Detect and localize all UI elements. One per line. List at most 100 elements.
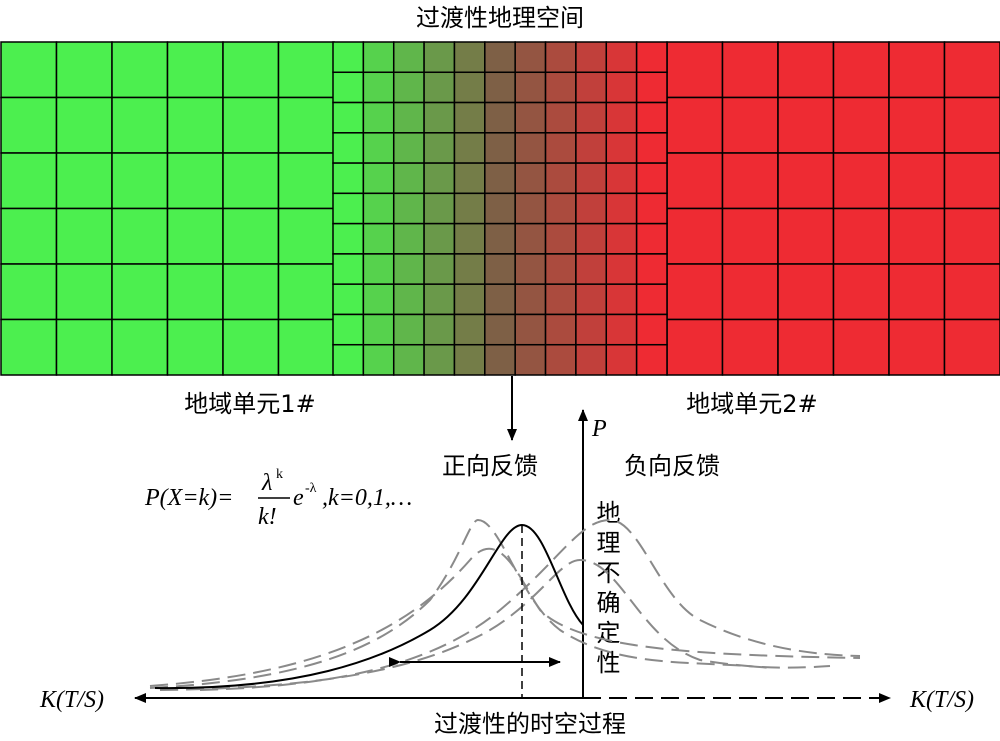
grid-cell <box>423 162 456 195</box>
grid-cell <box>166 152 224 210</box>
grid-cell <box>166 96 224 154</box>
grid-cell <box>362 101 395 134</box>
grid-cell <box>453 41 486 74</box>
grid-cell <box>888 263 946 321</box>
grid-cell <box>0 96 58 154</box>
grid-cell <box>484 192 516 225</box>
grid-cell <box>0 207 58 265</box>
grid-cell <box>332 222 365 255</box>
p-axis-label: P <box>591 416 607 442</box>
grid-cell <box>484 71 516 104</box>
grid-cell <box>423 132 456 164</box>
grid-cell <box>544 253 577 285</box>
feedback-label: 负向反馈 <box>624 452 720 480</box>
grid-cell <box>55 96 113 154</box>
grid-cell <box>888 41 946 99</box>
grid-cell <box>166 207 224 265</box>
grid-cell <box>332 41 365 74</box>
grid-cell <box>423 313 456 346</box>
grid-cell <box>453 222 486 255</box>
feedback-label: 正向反馈 <box>442 452 538 480</box>
grid-cell <box>55 41 113 99</box>
grid-cell <box>332 192 365 225</box>
grid-cell <box>423 192 456 225</box>
grid-cell <box>635 313 668 346</box>
grid-cell <box>484 162 516 195</box>
grid-cell <box>544 71 577 104</box>
grid-cell <box>222 207 280 265</box>
grid-cell <box>544 283 577 316</box>
grid-cell <box>362 283 395 316</box>
grid-cell <box>943 263 1000 321</box>
grid-cell <box>111 152 169 210</box>
grid-cell <box>605 101 638 134</box>
grid-cell <box>605 71 638 104</box>
grid-cell <box>721 207 779 265</box>
grid-cell <box>0 263 58 321</box>
grid-cell <box>888 152 946 210</box>
grid-cell <box>453 253 486 285</box>
grid-cell <box>544 132 577 164</box>
grid-cell <box>453 283 486 316</box>
grid-cell <box>392 162 425 195</box>
grid-cell <box>575 162 608 195</box>
grid-cell <box>453 132 486 164</box>
grid-cell <box>888 207 946 265</box>
dashed-curves <box>149 518 861 691</box>
k-axis-label: K(T/S) <box>39 687 104 713</box>
grid-cell <box>484 132 516 164</box>
region-label: 地域单元2# <box>686 390 817 418</box>
grid-cell <box>362 162 395 195</box>
grid-cell <box>721 263 779 321</box>
grid-cell <box>277 96 335 154</box>
grid-cell <box>777 263 835 321</box>
solid-curve <box>154 523 584 690</box>
grid-cell <box>453 343 486 376</box>
grid-cell <box>777 207 835 265</box>
grid-cell <box>332 283 365 316</box>
grid-cell <box>423 283 456 316</box>
grid-cell <box>575 313 608 346</box>
formula-exponent: -λ <box>305 481 317 496</box>
grid-cell <box>332 253 365 285</box>
grid-cell <box>721 318 779 376</box>
grid-cell <box>721 152 779 210</box>
grid-cell <box>575 343 608 376</box>
grid-cell <box>721 41 779 99</box>
grid-cell <box>832 263 890 321</box>
grid-cell <box>666 41 724 99</box>
grid-cell <box>423 253 456 285</box>
grid-cell <box>514 101 547 134</box>
formula-rest: ,k=0,1,… <box>322 485 412 511</box>
grid-cell <box>666 318 724 376</box>
grid-cell <box>666 152 724 210</box>
grid-cell <box>943 96 1000 154</box>
grid-cell <box>332 132 365 164</box>
grid-cell <box>721 96 779 154</box>
grid-cell <box>0 41 58 99</box>
grid-cell <box>484 101 516 134</box>
grid-cell <box>575 71 608 104</box>
grid-cell <box>666 96 724 154</box>
grid-cell <box>484 283 516 316</box>
grid-cell <box>635 283 668 316</box>
grid-cell <box>605 41 638 74</box>
grid-cell <box>484 41 516 74</box>
grid-cell <box>55 152 113 210</box>
grid-cell <box>277 152 335 210</box>
grid-cell <box>605 343 638 376</box>
grid-cell <box>453 71 486 104</box>
grid-cell <box>605 162 638 195</box>
grid-cell <box>392 101 425 134</box>
grid-cell <box>635 253 668 285</box>
grid-cell <box>453 192 486 225</box>
grid-cell <box>332 343 365 376</box>
grid-cell <box>605 132 638 164</box>
grid-cell <box>575 222 608 255</box>
grid-cell <box>362 41 395 74</box>
grid-cell <box>453 313 486 346</box>
grid-cell <box>392 283 425 316</box>
grid-cell <box>832 152 890 210</box>
grid-cell <box>943 207 1000 265</box>
